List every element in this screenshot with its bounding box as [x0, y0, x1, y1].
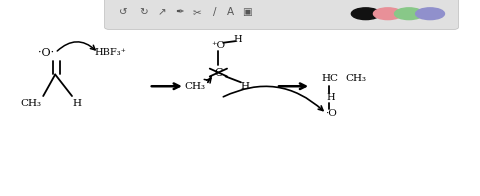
- Text: ↺: ↺: [120, 7, 128, 17]
- Text: ·O·: ·O·: [37, 48, 54, 58]
- Text: H: H: [327, 93, 336, 103]
- Circle shape: [416, 8, 444, 20]
- Text: HBF₃⁺: HBF₃⁺: [95, 48, 126, 57]
- Circle shape: [373, 8, 402, 20]
- Text: H: H: [240, 82, 249, 91]
- Text: ⁺O: ⁺O: [211, 41, 226, 50]
- FancyBboxPatch shape: [105, 0, 458, 29]
- Text: ✒: ✒: [175, 7, 184, 17]
- Text: CH₃: CH₃: [21, 99, 42, 108]
- Circle shape: [351, 8, 380, 20]
- Text: /: /: [213, 7, 216, 17]
- Circle shape: [395, 8, 423, 20]
- Text: H: H: [233, 35, 242, 44]
- Text: CH₃: CH₃: [346, 74, 367, 83]
- Text: A: A: [227, 7, 234, 17]
- Text: C: C: [214, 67, 223, 78]
- Text: ↻: ↻: [139, 7, 148, 17]
- Text: ·O: ·O: [325, 109, 337, 118]
- Text: HC: HC: [322, 74, 338, 83]
- Text: ↗: ↗: [158, 7, 167, 17]
- Text: ▣: ▣: [242, 7, 252, 17]
- Text: ✂: ✂: [193, 7, 202, 17]
- Text: CH₃: CH₃: [184, 82, 205, 91]
- Text: H: H: [72, 99, 81, 108]
